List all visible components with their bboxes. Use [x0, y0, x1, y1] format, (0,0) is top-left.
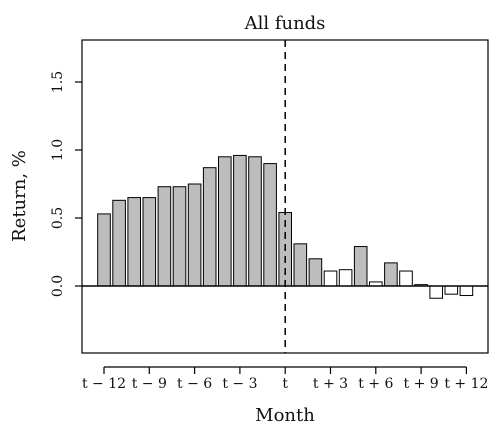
bar-month-2 — [308, 258, 323, 287]
bar-month-5 — [353, 246, 368, 287]
chart-title: All funds — [244, 13, 326, 34]
bar-month-10 — [429, 285, 443, 299]
x-tick-label: t + 9 — [404, 376, 439, 392]
bar-month--3 — [233, 154, 247, 287]
bar-month-1 — [293, 243, 308, 287]
bar-month-3 — [323, 270, 338, 287]
x-axis: t − 12 t − 9 t − 6 t − 3 t t + 3 t + 6 t + 9 t +… — [82, 366, 488, 392]
bar-month--6 — [187, 183, 202, 287]
bar-month--9 — [142, 197, 157, 287]
bar-month-12 — [459, 285, 474, 297]
x-tick-label: t − 6 — [177, 376, 212, 392]
x-tick-label: t − 3 — [222, 376, 257, 392]
x-tick-label: t + 6 — [358, 376, 393, 392]
x-tick-label: t + 3 — [313, 376, 348, 392]
bars-group — [97, 154, 474, 299]
x-tick-label: t − 12 — [82, 376, 126, 392]
bar-month-4 — [338, 269, 353, 287]
bar-month-11 — [444, 285, 459, 295]
y-tick-label: 0.5 — [50, 207, 66, 229]
bar-month--7 — [172, 186, 187, 287]
bar-month--12 — [97, 213, 111, 287]
x-tick-label: t − 9 — [132, 376, 167, 392]
bar-month-8 — [399, 270, 413, 287]
y-tick-label: 1.5 — [50, 71, 66, 93]
y-tick-label: 0.0 — [50, 275, 66, 297]
y-axis-label: Return, % — [9, 150, 30, 242]
y-tick-label: 1.0 — [50, 139, 66, 161]
bar-month--5 — [202, 167, 217, 287]
bar-month--4 — [218, 156, 232, 287]
bar-month--11 — [112, 199, 126, 287]
x-tick-label: t + 12 — [444, 376, 488, 392]
bar-month--10 — [127, 197, 142, 287]
bar-month--1 — [263, 163, 277, 287]
x-tick-label: t — [282, 376, 288, 392]
bar-month--8 — [157, 186, 172, 287]
bar-month--2 — [248, 156, 262, 287]
x-axis-label: Month — [255, 405, 315, 426]
bar-month-7 — [384, 262, 398, 287]
y-axis: 0.0 0.5 1.0 1.5 — [50, 71, 82, 297]
